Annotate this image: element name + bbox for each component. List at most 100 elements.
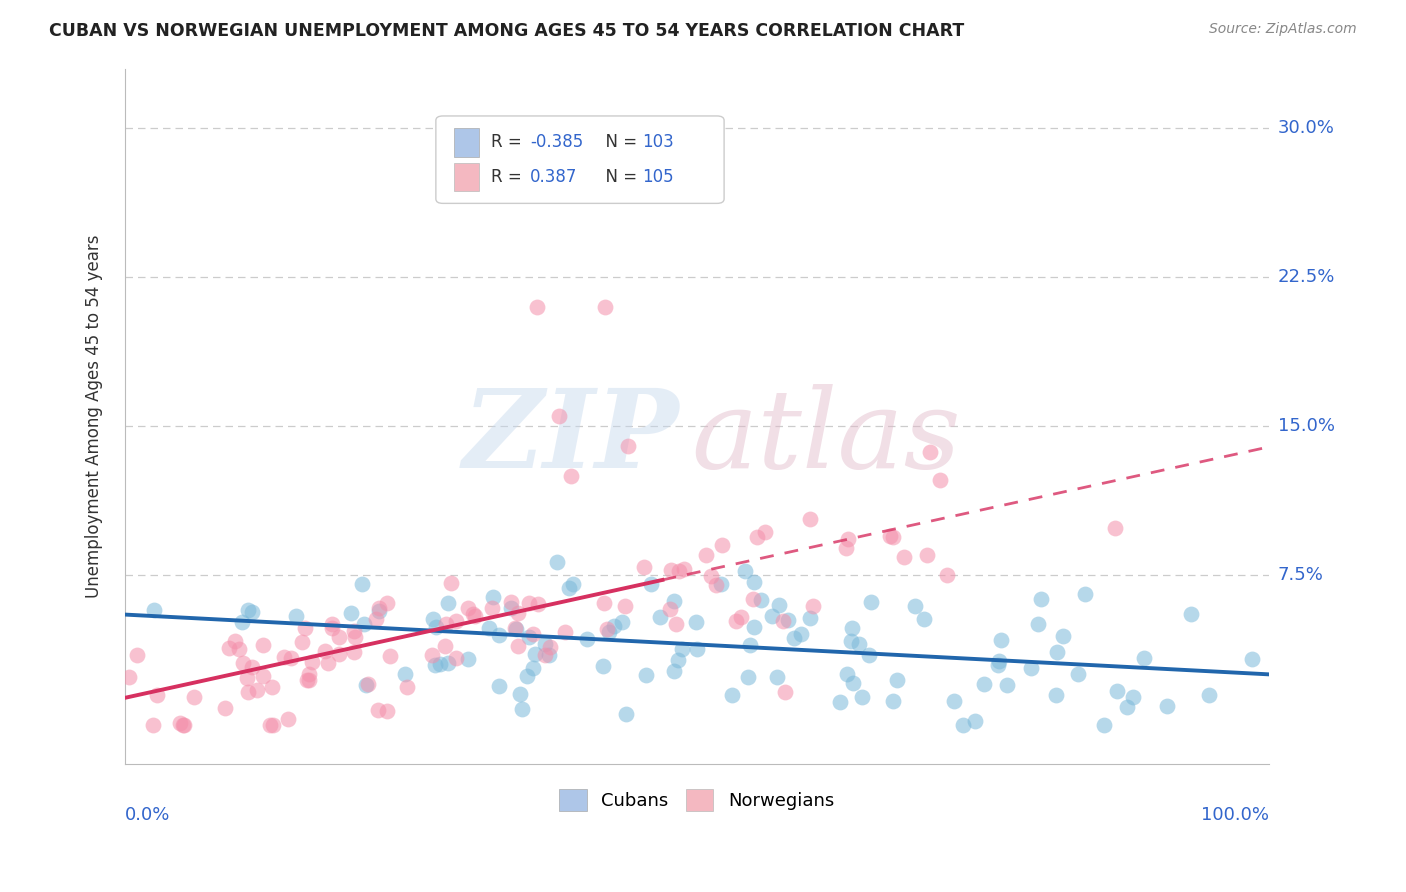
Point: [546, 555, 568, 569]
Point: [860, 594, 883, 608]
Point: [799, 611, 821, 625]
Point: [886, 673, 908, 688]
Point: [344, 630, 367, 644]
Point: [321, 616, 343, 631]
Point: [444, 650, 467, 665]
Point: [437, 656, 460, 670]
Point: [592, 659, 614, 673]
Point: [262, 680, 284, 694]
Point: [783, 631, 806, 645]
Point: [183, 690, 205, 704]
Point: [527, 597, 550, 611]
Point: [375, 596, 398, 610]
Point: [375, 704, 398, 718]
Point: [593, 300, 616, 314]
Point: [837, 667, 859, 681]
Text: R =: R =: [491, 134, 527, 152]
Point: [893, 549, 915, 564]
Point: [510, 702, 533, 716]
Point: [316, 656, 339, 670]
Point: [742, 620, 765, 634]
Point: [367, 703, 389, 717]
Point: [301, 655, 323, 669]
Point: [711, 539, 734, 553]
Point: [842, 676, 865, 690]
Text: 15.0%: 15.0%: [1278, 417, 1334, 435]
Point: [464, 609, 486, 624]
Point: [773, 684, 796, 698]
Point: [1052, 630, 1074, 644]
Point: [668, 564, 690, 578]
Point: [423, 657, 446, 672]
Point: [420, 648, 443, 662]
Point: [778, 613, 800, 627]
Point: [841, 621, 863, 635]
Point: [519, 596, 541, 610]
Point: [987, 658, 1010, 673]
Point: [294, 621, 316, 635]
Point: [1026, 617, 1049, 632]
Point: [740, 638, 762, 652]
Point: [613, 599, 636, 614]
Point: [488, 679, 510, 693]
Point: [839, 634, 862, 648]
Point: [666, 653, 689, 667]
Point: [284, 608, 307, 623]
Point: [231, 615, 253, 630]
Point: [143, 603, 166, 617]
Point: [440, 576, 463, 591]
Point: [768, 598, 790, 612]
Point: [560, 469, 582, 483]
Point: [725, 614, 748, 628]
Point: [353, 616, 375, 631]
Point: [499, 594, 522, 608]
Text: 103: 103: [643, 134, 675, 152]
Point: [882, 530, 904, 544]
Point: [1045, 688, 1067, 702]
Point: [695, 548, 717, 562]
Point: [434, 639, 457, 653]
Point: [721, 688, 744, 702]
Point: [224, 634, 246, 648]
Point: [700, 569, 723, 583]
Point: [658, 601, 681, 615]
Point: [603, 619, 626, 633]
Point: [238, 685, 260, 699]
Point: [506, 606, 529, 620]
Point: [298, 667, 321, 681]
Point: [662, 594, 685, 608]
Point: [444, 614, 467, 628]
Point: [436, 596, 458, 610]
Point: [851, 690, 873, 704]
Point: [672, 562, 695, 576]
Point: [598, 625, 620, 640]
Point: [526, 300, 548, 314]
Point: [973, 677, 995, 691]
Point: [538, 640, 561, 655]
Point: [328, 647, 350, 661]
Point: [610, 615, 633, 630]
Text: -0.385: -0.385: [530, 134, 583, 152]
Point: [321, 621, 343, 635]
Point: [298, 673, 321, 687]
Point: [505, 622, 527, 636]
Point: [236, 671, 259, 685]
Point: [837, 532, 859, 546]
Point: [169, 716, 191, 731]
Point: [1046, 645, 1069, 659]
Point: [912, 611, 935, 625]
Point: [562, 577, 585, 591]
Point: [686, 641, 709, 656]
Point: [232, 657, 254, 671]
Point: [990, 633, 1012, 648]
Point: [835, 541, 858, 555]
Text: 105: 105: [643, 168, 673, 186]
Text: Source: ZipAtlas.com: Source: ZipAtlas.com: [1209, 22, 1357, 37]
Point: [558, 581, 581, 595]
Point: [1122, 690, 1144, 704]
Point: [218, 640, 240, 655]
Point: [537, 648, 560, 662]
Point: [742, 591, 765, 606]
Point: [277, 712, 299, 726]
Point: [394, 667, 416, 681]
